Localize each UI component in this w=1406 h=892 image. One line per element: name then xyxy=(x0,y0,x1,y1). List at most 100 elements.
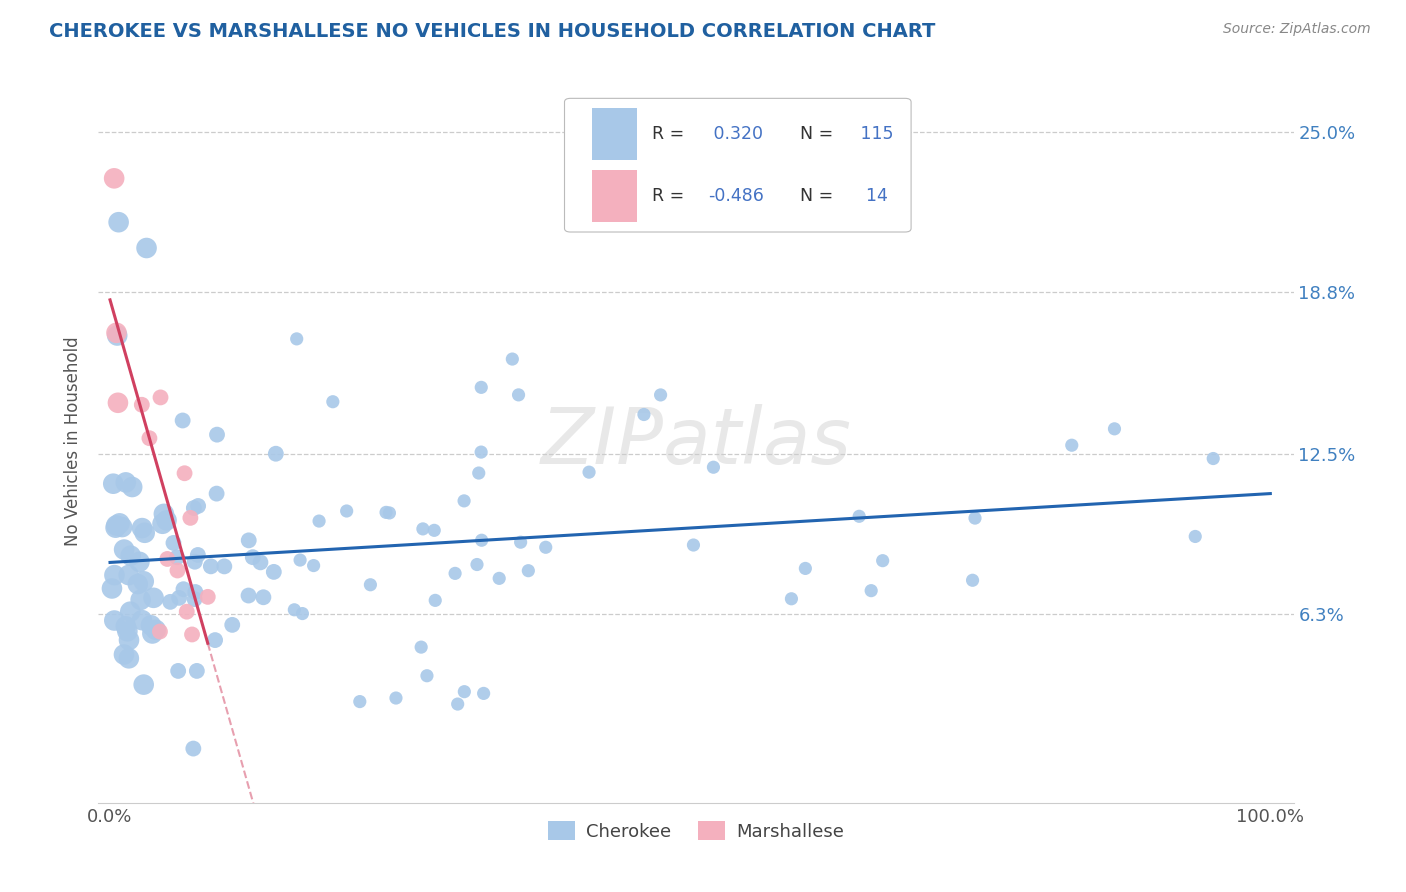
Point xyxy=(412,522,434,536)
Point xyxy=(444,566,467,581)
Bar xyxy=(592,169,637,222)
Point xyxy=(200,559,222,574)
Point xyxy=(112,648,135,662)
Bar xyxy=(592,109,637,161)
Point xyxy=(101,582,124,596)
Point xyxy=(145,623,167,637)
Point xyxy=(184,585,207,599)
Point xyxy=(149,624,172,639)
Point xyxy=(181,627,204,641)
Point xyxy=(794,561,817,575)
Point xyxy=(105,326,128,340)
Text: ZIPatlas: ZIPatlas xyxy=(540,403,852,480)
Point xyxy=(120,549,142,563)
Point xyxy=(155,513,177,527)
Point xyxy=(134,525,156,540)
Point xyxy=(411,640,433,654)
Point xyxy=(291,607,314,621)
Text: R =: R = xyxy=(652,187,689,205)
Point xyxy=(141,626,163,640)
Point xyxy=(336,504,359,518)
Point xyxy=(131,521,153,535)
Point xyxy=(156,552,179,566)
Point xyxy=(183,501,205,516)
Point xyxy=(142,591,165,605)
Point xyxy=(204,633,226,648)
Point xyxy=(159,595,181,609)
Point xyxy=(349,695,371,709)
Point xyxy=(359,578,381,592)
Point xyxy=(129,593,152,607)
Point xyxy=(152,516,174,531)
Point xyxy=(238,589,260,603)
Point xyxy=(114,475,136,490)
Point xyxy=(283,603,305,617)
Point xyxy=(118,651,141,665)
Point xyxy=(138,431,160,445)
Text: 14: 14 xyxy=(855,187,887,205)
Point xyxy=(375,505,398,519)
Text: CHEROKEE VS MARSHALLESE NO VEHICLES IN HOUSEHOLD CORRELATION CHART: CHEROKEE VS MARSHALLESE NO VEHICLES IN H… xyxy=(49,22,935,41)
Point xyxy=(848,509,870,524)
Point xyxy=(121,480,143,494)
Point xyxy=(508,388,530,402)
Point xyxy=(184,555,207,569)
Point xyxy=(578,465,600,479)
Point xyxy=(263,565,285,579)
Point xyxy=(118,633,141,648)
Point xyxy=(423,524,446,538)
Point xyxy=(172,582,194,597)
Point xyxy=(447,697,470,711)
Point xyxy=(472,686,495,700)
Text: R =: R = xyxy=(652,126,689,144)
Point xyxy=(120,605,142,619)
Point xyxy=(302,558,325,573)
Point xyxy=(308,514,330,528)
Point xyxy=(149,391,172,405)
Y-axis label: No Vehicles in Household: No Vehicles in Household xyxy=(65,336,83,547)
Point xyxy=(322,394,344,409)
Point xyxy=(1104,422,1126,436)
Point xyxy=(1202,451,1225,466)
Point xyxy=(780,591,803,606)
Point xyxy=(252,591,274,605)
Point xyxy=(214,559,236,574)
Point xyxy=(860,583,883,598)
Point xyxy=(176,605,198,619)
Point xyxy=(453,494,475,508)
Text: N =: N = xyxy=(789,187,834,205)
Point xyxy=(183,741,205,756)
Point xyxy=(470,380,492,394)
Point xyxy=(501,352,523,367)
Point xyxy=(111,520,134,534)
Point xyxy=(1184,529,1206,543)
Point xyxy=(221,618,243,632)
Point xyxy=(103,614,125,628)
Point xyxy=(162,536,184,550)
Point xyxy=(139,618,162,632)
Point xyxy=(249,555,271,569)
Point xyxy=(166,550,188,565)
Point xyxy=(963,511,986,525)
Point xyxy=(264,447,287,461)
Text: 115: 115 xyxy=(855,126,893,144)
Point xyxy=(205,486,228,500)
Point xyxy=(288,553,311,567)
Point xyxy=(872,554,894,568)
Point xyxy=(104,521,127,535)
Point xyxy=(1060,438,1083,452)
Point xyxy=(108,516,131,531)
Point xyxy=(135,241,157,255)
Point xyxy=(128,555,150,569)
Text: N =: N = xyxy=(789,126,834,144)
Point xyxy=(285,332,308,346)
Point xyxy=(197,590,219,604)
Point xyxy=(172,413,194,427)
Point xyxy=(131,613,153,627)
Point xyxy=(107,215,129,229)
Point xyxy=(187,548,209,562)
Point xyxy=(385,691,408,706)
Text: Source: ZipAtlas.com: Source: ZipAtlas.com xyxy=(1223,22,1371,37)
Point xyxy=(517,564,540,578)
Point xyxy=(132,574,155,589)
